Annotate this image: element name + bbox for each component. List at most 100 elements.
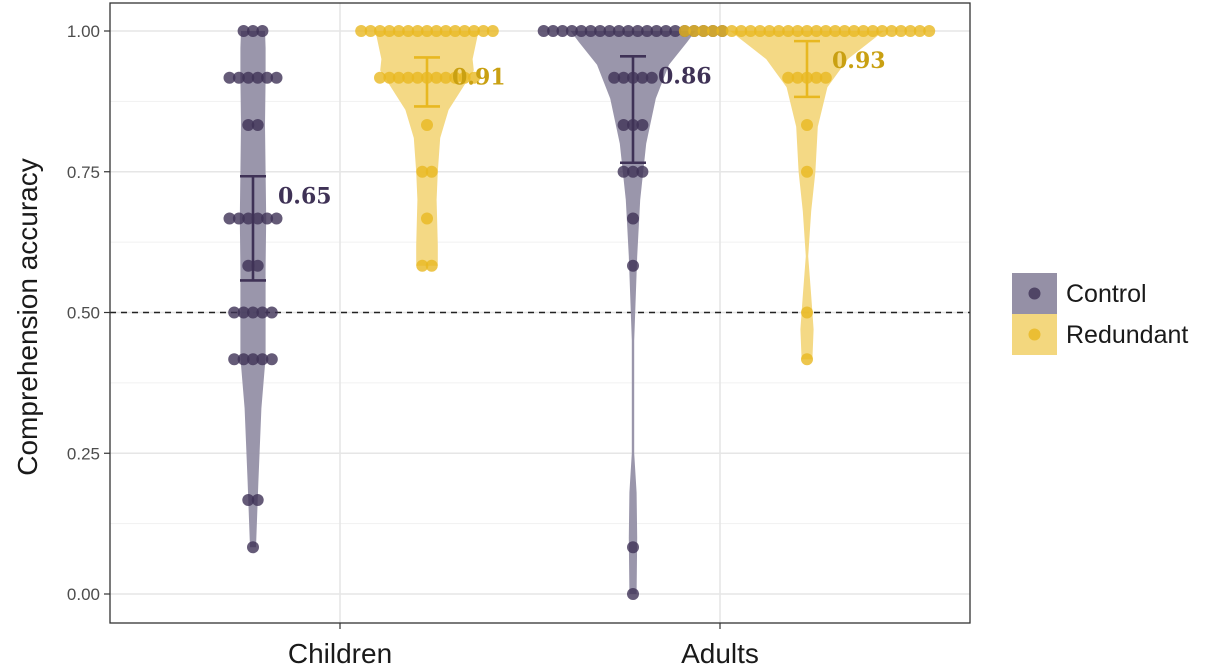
y-tick-label: 1.00 — [67, 22, 100, 41]
data-point — [866, 25, 879, 37]
data-point — [449, 25, 462, 37]
data-point — [636, 165, 649, 178]
data-point — [782, 71, 795, 84]
data-point — [716, 25, 729, 37]
data-point — [791, 71, 804, 84]
violin-control-children — [239, 31, 267, 548]
data-point — [242, 119, 255, 132]
violins — [239, 31, 884, 594]
data-point — [904, 25, 917, 37]
y-axis-title: Comprehension accuracy — [12, 158, 43, 476]
data-point — [477, 25, 490, 37]
data-point — [247, 25, 259, 37]
data-point — [355, 25, 368, 37]
data-point — [256, 25, 269, 37]
data-point — [242, 212, 255, 225]
data-point — [801, 306, 813, 319]
legend-label-redundant: Redundant — [1066, 321, 1188, 349]
data-point — [594, 25, 607, 37]
data-point — [251, 493, 264, 506]
data-point — [458, 71, 471, 84]
data-point — [895, 25, 907, 37]
data-point — [421, 25, 433, 37]
data-point — [627, 259, 639, 272]
data-point — [838, 25, 851, 37]
data-point — [645, 71, 658, 84]
data-point — [829, 25, 842, 37]
data-point — [819, 71, 832, 84]
data-point — [819, 25, 832, 37]
data-point — [439, 71, 452, 84]
data-point — [383, 25, 396, 37]
data-point — [603, 25, 616, 37]
data-point — [247, 541, 259, 554]
y-tick-label: 0.25 — [67, 444, 100, 463]
data-point — [659, 25, 672, 37]
data-point — [265, 353, 278, 366]
data-point — [486, 25, 499, 37]
data-point — [256, 353, 269, 366]
data-point — [392, 71, 405, 84]
data-point — [848, 25, 860, 37]
data-point — [669, 25, 682, 37]
mean-labels: 0.65 0.86 0.91 0.93 — [278, 48, 886, 209]
x-tick-label: Children — [288, 638, 392, 669]
data-point — [725, 25, 738, 37]
data-point — [251, 119, 264, 132]
data-point — [537, 25, 550, 37]
data-point — [810, 25, 823, 37]
data-point — [468, 25, 480, 37]
data-point — [416, 259, 429, 272]
data-point — [256, 306, 269, 319]
data-point — [810, 71, 823, 84]
mean-label-redundant-adults: 0.93 — [832, 48, 886, 74]
data-point — [641, 25, 654, 37]
data-point — [636, 71, 649, 84]
data-point — [232, 71, 245, 84]
violin-redundant-children — [375, 31, 479, 266]
data-point — [584, 25, 597, 37]
error-bars — [240, 39, 820, 282]
data-point — [744, 25, 757, 37]
violin-control-adults — [570, 31, 696, 594]
data-point — [556, 25, 569, 37]
data-point — [416, 165, 429, 178]
data-point — [421, 212, 433, 225]
data-point — [237, 306, 250, 319]
data-point — [425, 165, 438, 178]
data-point — [791, 25, 804, 37]
data-point — [735, 25, 748, 37]
data-point — [688, 25, 701, 37]
data-point — [265, 306, 278, 319]
data-point — [247, 353, 259, 366]
data-point — [801, 25, 813, 37]
data-point — [857, 25, 870, 37]
data-point — [612, 25, 625, 37]
data-point — [430, 71, 443, 84]
data-point — [242, 71, 255, 84]
data-point — [374, 71, 386, 84]
data-point — [547, 25, 560, 37]
data-point — [923, 25, 936, 37]
data-point — [650, 25, 663, 37]
data-point — [251, 71, 264, 84]
data-point — [801, 165, 813, 178]
data-point — [617, 71, 630, 84]
data-point — [237, 353, 250, 366]
data-point — [782, 25, 795, 37]
data-point — [425, 259, 438, 272]
data-point — [617, 165, 630, 178]
data-point — [402, 71, 415, 84]
data-point — [402, 25, 415, 37]
legend-dot-control — [1028, 287, 1041, 300]
data-point — [237, 25, 250, 37]
data-point — [707, 25, 719, 37]
data-point — [383, 71, 396, 84]
data-point — [247, 306, 259, 319]
data-point — [565, 25, 578, 37]
data-point — [622, 25, 635, 37]
data-point — [270, 212, 283, 225]
legend: Control Redundant — [1012, 273, 1188, 355]
data-point — [876, 25, 889, 37]
